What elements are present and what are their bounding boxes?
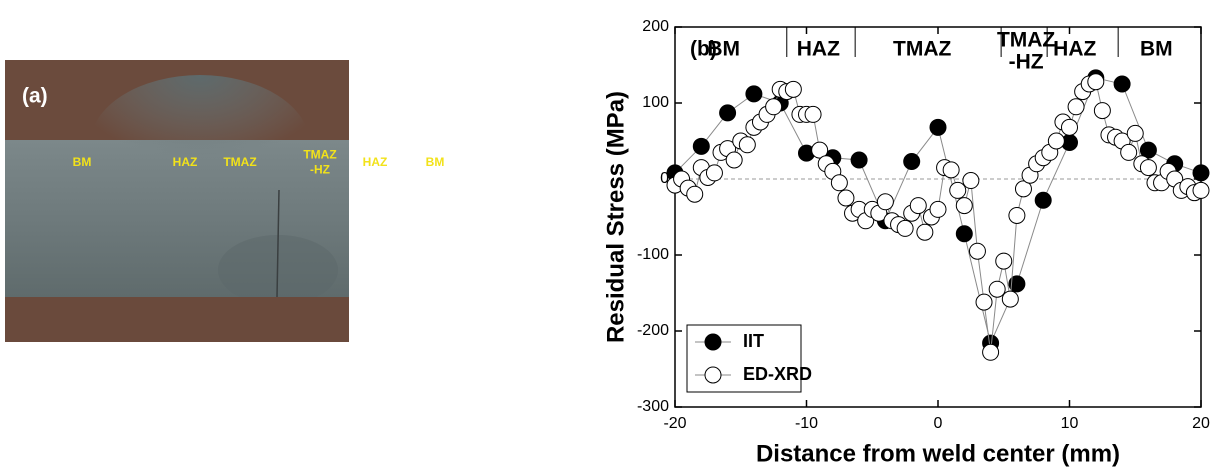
legend-marker (704, 366, 722, 384)
marker (982, 343, 1000, 361)
marker (1047, 132, 1065, 150)
marker (962, 172, 980, 190)
legend: IIT ED-XRD (686, 324, 812, 393)
marker (1113, 75, 1131, 93)
zone-label: TMAZ (223, 155, 256, 169)
marker (811, 141, 829, 159)
marker (916, 223, 934, 241)
y-tick-label: 200 (642, 18, 669, 35)
marker (942, 161, 960, 179)
marker (837, 189, 855, 207)
x-tick-label: 0 (934, 415, 943, 432)
marker (955, 225, 973, 243)
zone-label: TMAZ (303, 148, 336, 162)
marker (1093, 102, 1111, 120)
marker (725, 151, 743, 169)
marker (692, 137, 710, 155)
marker (705, 164, 723, 182)
marker (745, 85, 763, 103)
marker (968, 242, 986, 260)
x-axis-title: Distance from weld center (mm) (756, 440, 1120, 467)
zone-label: HAZ (363, 155, 388, 169)
marker (1014, 180, 1032, 198)
marker (1192, 164, 1210, 182)
marker (719, 104, 737, 122)
zone-label: -HZ (1009, 51, 1044, 74)
marker (949, 181, 967, 199)
marker (1008, 275, 1026, 293)
marker (1008, 206, 1026, 224)
zone-label: HAZ (173, 155, 198, 169)
marker (988, 280, 1006, 298)
legend-box (686, 324, 802, 393)
marker (1139, 159, 1157, 177)
y-tick-label: 0 (660, 170, 669, 187)
marker (1120, 143, 1138, 161)
x-tick-label: 20 (1192, 415, 1210, 432)
marker (903, 153, 921, 171)
zone-label: TMAZ (997, 29, 1055, 52)
marker (1034, 191, 1052, 209)
weld-line (276, 189, 280, 298)
x-tick-label: 10 (1061, 415, 1079, 432)
marker (1087, 73, 1105, 91)
zone-label: BM (707, 38, 740, 61)
marker (1067, 98, 1085, 116)
zone-label: BM (73, 155, 92, 169)
zone-label: HAZ (1053, 38, 1096, 61)
y-tick-label: -200 (637, 322, 669, 339)
weld-zone (90, 75, 310, 215)
x-tick-label: -20 (663, 415, 686, 432)
zone-label: BM (1140, 38, 1173, 61)
legend-label: ED-XRD (743, 364, 812, 384)
marker (896, 219, 914, 237)
y-tick-label: -100 (637, 246, 669, 263)
legend-label: IIT (743, 331, 764, 351)
marker (1126, 124, 1144, 142)
marker (929, 118, 947, 136)
marker (995, 252, 1013, 270)
marker (850, 151, 868, 169)
marker (784, 80, 802, 98)
marker (876, 193, 894, 211)
y-axis-title: Residual Stress (MPa) (602, 91, 629, 343)
marker (804, 105, 822, 123)
marker (830, 174, 848, 192)
marker (929, 200, 947, 218)
panel-label: (a) (22, 85, 48, 108)
zone-label: -HZ (310, 163, 330, 177)
marker (975, 293, 993, 311)
panel-label: (b) (690, 38, 717, 61)
zone-label: BM (426, 155, 445, 169)
marker (1061, 118, 1078, 136)
marker (1001, 290, 1019, 308)
zone-label: HAZ (797, 38, 840, 61)
marker (909, 197, 927, 215)
marker (955, 197, 973, 215)
marker (738, 136, 756, 154)
marker (1192, 181, 1210, 199)
y-tick-label: -300 (637, 398, 669, 415)
marker (686, 185, 704, 203)
marker (765, 98, 783, 116)
zone-label: TMAZ (893, 38, 951, 61)
y-tick-label: 100 (642, 94, 669, 111)
legend-marker (704, 333, 722, 351)
x-tick-label: -10 (795, 415, 818, 432)
photo-bottom (5, 297, 349, 342)
marker (1139, 141, 1157, 159)
